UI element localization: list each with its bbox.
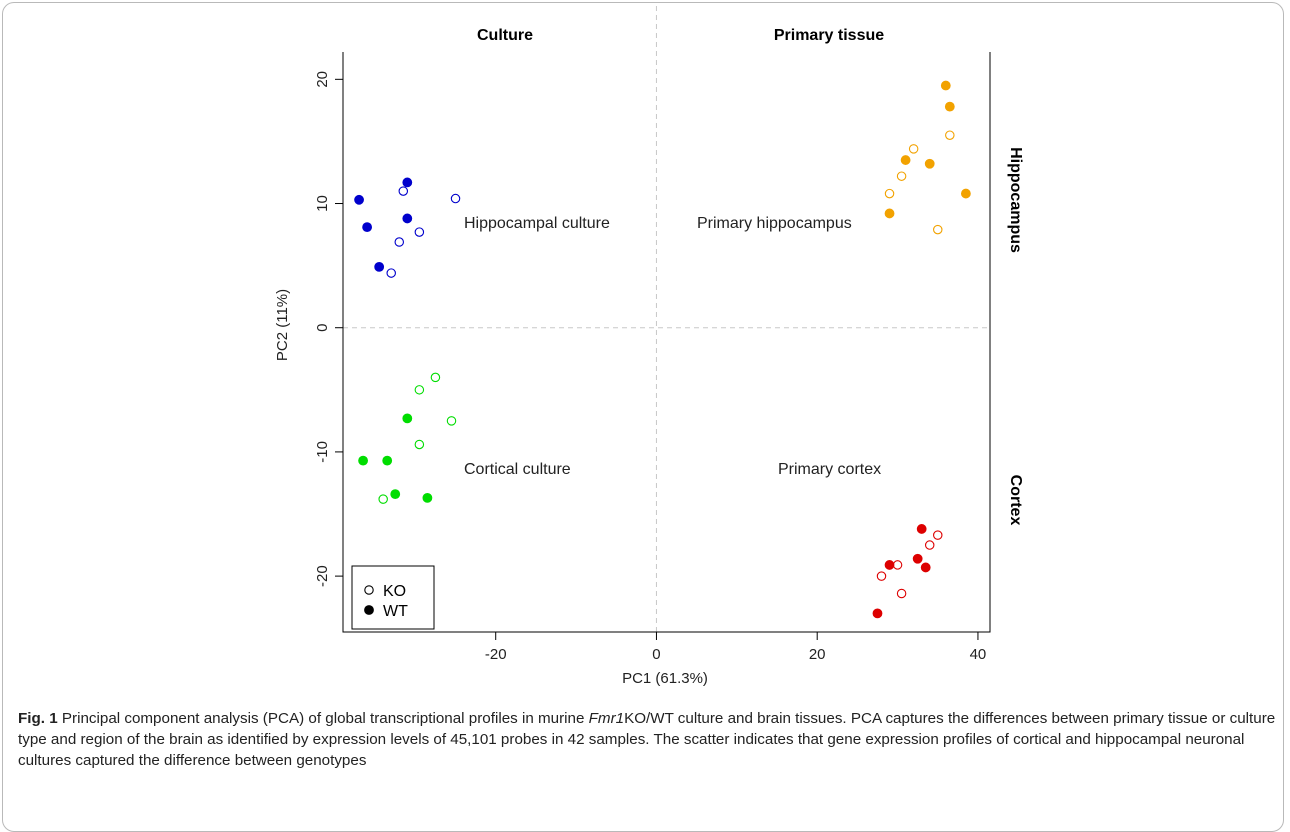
x-tick-label: 40 bbox=[970, 646, 987, 663]
pca-scatter-chart: Culture Primary tissue Hippocampus Corte… bbox=[274, 6, 1024, 687]
legend-box bbox=[351, 565, 435, 630]
data-point-wt bbox=[900, 155, 911, 165]
data-point-wt bbox=[940, 80, 951, 91]
data-point-wt bbox=[402, 413, 413, 424]
data-point-ko bbox=[398, 186, 409, 196]
data-point-wt bbox=[884, 208, 895, 219]
axis-titles: PC1 (61.3%) PC2 (11%) bbox=[274, 289, 708, 687]
data-point-ko bbox=[414, 227, 425, 237]
legend-label-wt: WT bbox=[383, 603, 408, 620]
y-tick-label: -10 bbox=[314, 441, 331, 463]
y-tick-label: 10 bbox=[314, 195, 331, 212]
facet-labels: Culture Primary tissue Hippocampus Corte… bbox=[477, 27, 1024, 525]
axis-ticks: -20 0 20 40 20 10 0 -10 -20 bbox=[314, 71, 986, 663]
y-axis-title: PC2 (11%) bbox=[274, 289, 291, 361]
data-point-wt bbox=[374, 261, 385, 272]
data-point-ko bbox=[945, 130, 955, 140]
reference-lines bbox=[343, 6, 990, 632]
data-point-wt bbox=[382, 455, 393, 466]
data-point-wt bbox=[872, 608, 883, 619]
plot-border bbox=[342, 52, 991, 633]
y-tick-label: 0 bbox=[314, 324, 331, 332]
data-point-ko bbox=[414, 439, 425, 450]
legend-marker-ko bbox=[364, 585, 374, 595]
figure-caption: Fig. 1 Principal component analysis (PCA… bbox=[18, 708, 1276, 771]
data-point-ko bbox=[933, 530, 943, 540]
data-point-wt bbox=[960, 188, 971, 199]
x-axis-title: PC1 (61.3%) bbox=[622, 670, 708, 687]
data-point-wt bbox=[362, 222, 373, 233]
data-point-wt bbox=[390, 489, 401, 500]
data-point-wt bbox=[920, 562, 931, 573]
y-tick-label: 20 bbox=[314, 71, 331, 88]
x-tick-label: -20 bbox=[485, 646, 507, 663]
data-point-wt bbox=[402, 177, 413, 188]
legend-label-ko: KO bbox=[383, 583, 406, 600]
figure-number: Fig. 1 bbox=[18, 710, 58, 727]
caption-text-1: Principal component analysis (PCA) of gl… bbox=[57, 710, 589, 727]
data-point-wt bbox=[402, 213, 413, 224]
data-point-wt bbox=[924, 158, 935, 169]
plot-frame bbox=[342, 52, 991, 633]
y-tick-label: -20 bbox=[314, 565, 331, 587]
data-point-ko bbox=[908, 144, 919, 154]
legend-marker-wt bbox=[364, 605, 374, 615]
cluster-label-primary-cortex: Primary cortex bbox=[778, 461, 881, 478]
data-point-ko bbox=[394, 237, 405, 247]
data-point-wt bbox=[358, 455, 368, 466]
data-point-wt bbox=[916, 524, 927, 534]
column-label-culture: Culture bbox=[477, 27, 533, 44]
scatter-points bbox=[354, 80, 971, 619]
data-point-ko bbox=[896, 588, 907, 599]
data-point-wt bbox=[944, 101, 955, 112]
row-label-hippocampus: Hippocampus bbox=[1007, 147, 1024, 253]
x-tick-label: 0 bbox=[652, 646, 660, 663]
data-point-ko bbox=[446, 416, 457, 426]
data-point-ko bbox=[430, 372, 441, 383]
caption-gene-name: Fmr1 bbox=[588, 710, 625, 727]
cluster-label-hippocampal-culture: Hippocampal culture bbox=[464, 215, 610, 232]
data-point-ko bbox=[450, 193, 461, 204]
column-label-primary-tissue: Primary tissue bbox=[774, 27, 884, 44]
data-point-ko bbox=[933, 224, 943, 235]
data-point-ko bbox=[386, 268, 396, 278]
data-point-wt bbox=[422, 492, 433, 503]
data-point-ko bbox=[884, 188, 895, 199]
cluster-label-cortical-culture: Cortical culture bbox=[464, 461, 571, 478]
caption-text-2: KO/WT culture and brain tissues. PCA cap… bbox=[18, 710, 1276, 769]
row-label-cortex: Cortex bbox=[1007, 475, 1024, 526]
data-point-wt bbox=[912, 553, 923, 564]
data-point-wt bbox=[354, 194, 364, 205]
cluster-label-primary-hippocampus: Primary hippocampus bbox=[697, 215, 852, 232]
x-tick-label: 20 bbox=[809, 646, 826, 663]
data-point-ko bbox=[876, 571, 887, 581]
data-point-ko bbox=[924, 540, 935, 550]
data-point-wt bbox=[884, 560, 895, 570]
data-point-ko bbox=[414, 385, 425, 395]
data-point-ko bbox=[896, 171, 907, 181]
legend: KO WT bbox=[351, 565, 435, 630]
cluster-labels: Hippocampal culture Primary hippocampus … bbox=[464, 215, 881, 478]
data-point-ko bbox=[892, 560, 903, 570]
data-point-ko bbox=[378, 494, 388, 504]
